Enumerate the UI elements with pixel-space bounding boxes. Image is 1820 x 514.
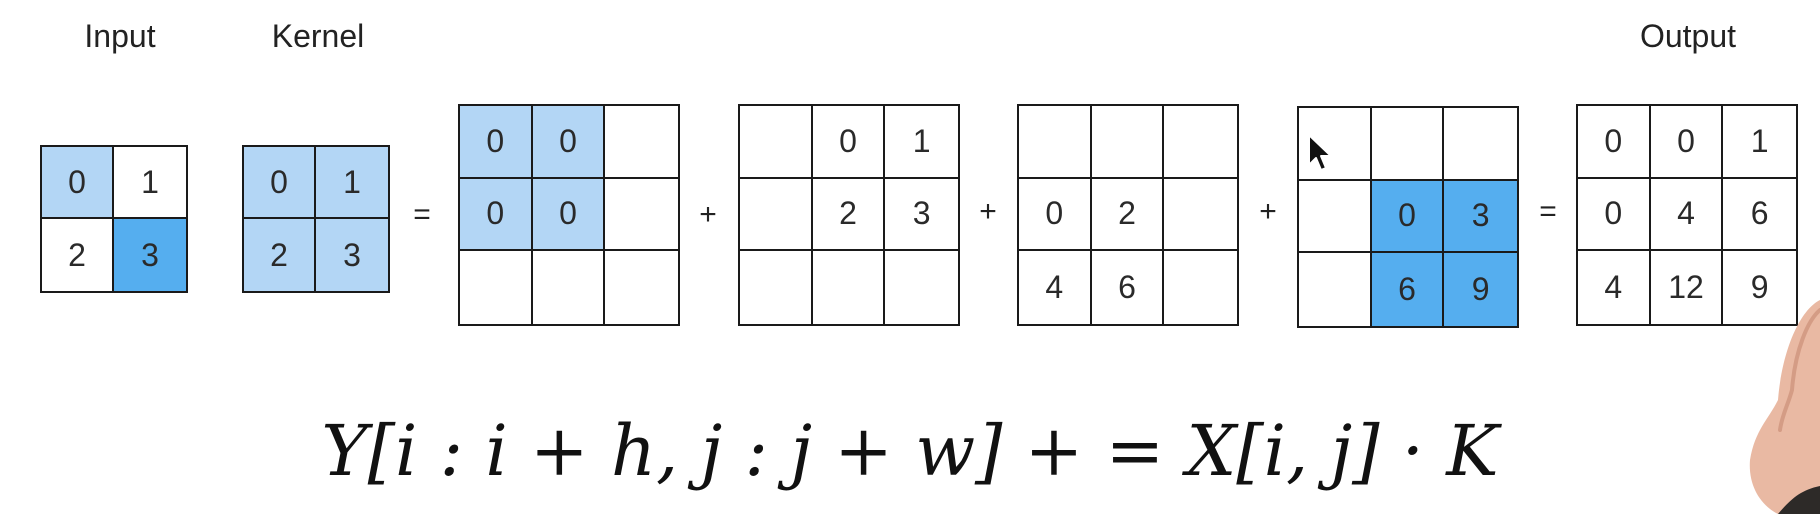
grid-cell: [605, 106, 678, 179]
grid-cell: 2: [812, 178, 886, 252]
grid-cell: 12: [1651, 251, 1724, 324]
grid-cell: 2: [244, 219, 316, 291]
grid-cell: 1: [316, 147, 388, 219]
grid-cell: [885, 251, 958, 324]
grid-cell: [1164, 106, 1237, 179]
grid-cell: 0: [460, 178, 533, 252]
grid-cell: 3: [114, 219, 186, 291]
grid-cell: [740, 178, 813, 252]
equals-sign-2: =: [1539, 195, 1557, 228]
grid-cell: 2: [1091, 178, 1165, 252]
grid-cell: [1164, 179, 1237, 252]
input-label: Input: [84, 18, 156, 54]
grid-cell: [605, 251, 678, 324]
output-grid: 0 0 1 0 4 6 4 12 9: [1576, 104, 1798, 326]
grid-cell: [1371, 108, 1445, 181]
equals-sign-1: =: [413, 198, 431, 231]
plus-sign-1: +: [699, 198, 717, 231]
grid-cell: 9: [1750, 269, 1769, 306]
grid-cell: 1: [885, 106, 958, 179]
grid-cell: 0: [244, 147, 316, 219]
grid-cell: 4: [1650, 178, 1724, 252]
grid-cell: [1019, 106, 1092, 179]
grid-cell: 0: [1371, 180, 1445, 254]
grid-cell: 0: [1650, 106, 1724, 179]
grid-cell: [1299, 180, 1372, 254]
grid-cell: [1091, 106, 1165, 179]
grid-cell: [533, 251, 606, 324]
mouse-cursor-icon: [1308, 134, 1332, 171]
grid-cell: 2: [42, 219, 114, 291]
plus-sign-3: +: [1259, 195, 1277, 228]
grid-cell: 0: [1019, 178, 1092, 252]
grid-cell: [740, 106, 813, 179]
grid-cell: 1: [1723, 106, 1796, 179]
grid-cell: 6: [1092, 251, 1165, 324]
grid-cell: [813, 251, 886, 324]
grid-cell: 6: [1371, 253, 1445, 326]
grid-cell: 4: [1019, 251, 1092, 324]
grid-cell: [740, 251, 813, 324]
grid-cell: 3: [1444, 180, 1517, 254]
grid-cell: 0: [1578, 178, 1651, 252]
grid-cell: 0: [812, 106, 886, 179]
grid-cell: 0: [532, 106, 606, 179]
grid-cell: 0: [1578, 106, 1651, 179]
grid-cell: [1164, 251, 1237, 324]
output-label: Output: [1639, 18, 1737, 54]
grid-cell: 3: [885, 179, 958, 252]
grid-cell: [1299, 253, 1372, 326]
grid-cell: [1444, 108, 1517, 181]
grid-cell: 0: [42, 147, 114, 219]
grid-cell: 0: [532, 178, 606, 252]
grid-cell: 6: [1723, 179, 1796, 252]
grid-cell: [460, 251, 533, 324]
grid-cell: 4: [1578, 251, 1651, 324]
transposed-convolution-formula: Y[i : i + h, j : j + w] + = X[i, j] · K: [321, 410, 1499, 492]
presenter-hand: [1749, 300, 1820, 514]
grid-cell: 0: [460, 106, 533, 179]
grid-cell: 1: [114, 147, 186, 219]
grid-cell: [605, 179, 678, 252]
plus-sign-2: +: [979, 195, 997, 228]
grid-cell: 9: [1444, 253, 1517, 326]
grid-cell: 3: [316, 219, 388, 291]
kernel-label: Kernel: [271, 18, 365, 54]
grid-cell: [1299, 108, 1372, 181]
